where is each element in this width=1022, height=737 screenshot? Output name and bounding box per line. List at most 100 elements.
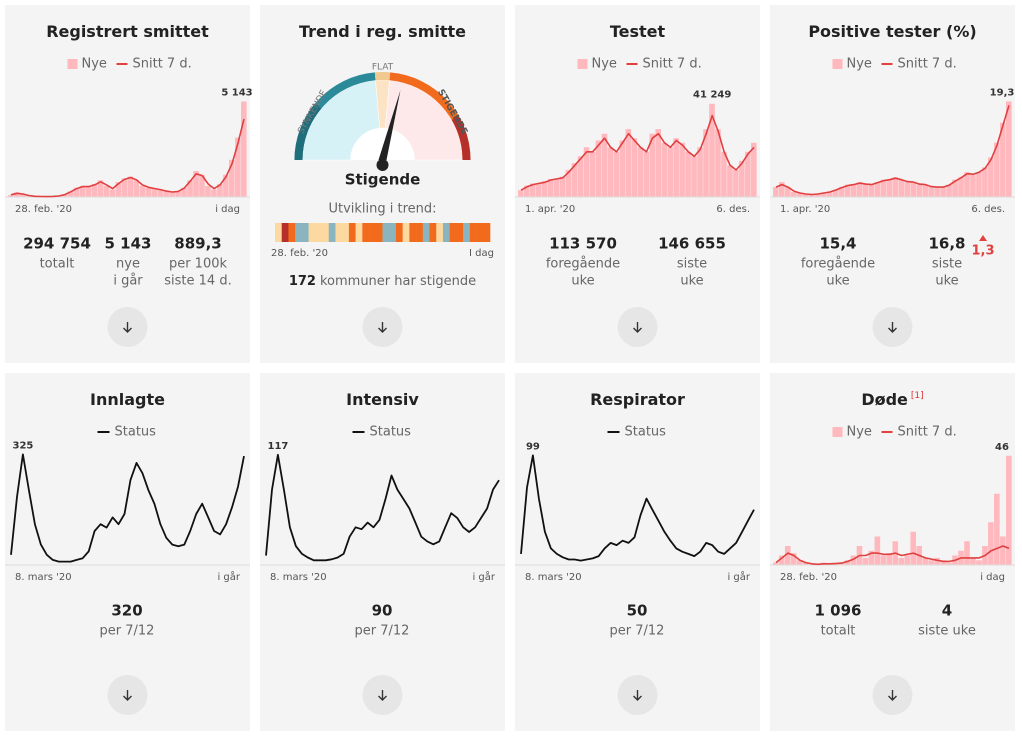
trend-segment — [469, 223, 477, 242]
bar — [127, 176, 134, 197]
bar — [934, 187, 940, 197]
stat-label: siste 14 d. — [164, 274, 231, 289]
x-axis-end: 6. des. — [971, 204, 1005, 215]
line — [265, 453, 500, 562]
bar — [808, 194, 815, 197]
stat-label: i går — [113, 274, 143, 289]
bar — [199, 174, 205, 197]
stat-value: 146 655 — [658, 235, 726, 253]
stat-label: siste uke — [918, 624, 976, 639]
bar — [946, 184, 952, 197]
bar — [796, 193, 803, 197]
bar — [211, 189, 217, 197]
bar — [826, 192, 833, 197]
bar — [697, 147, 703, 197]
x-axis-start: 8. mars '20 — [270, 572, 327, 583]
bar — [922, 184, 928, 197]
line — [520, 114, 755, 191]
bar — [784, 546, 791, 565]
title-text: Testet — [610, 22, 666, 41]
bar — [1000, 536, 1006, 565]
stat-label: siste — [932, 257, 962, 272]
stat-value: 113 570 — [549, 235, 617, 253]
title-text: Positive tester (%) — [808, 22, 976, 41]
stat-value: 320 — [111, 602, 142, 620]
bar — [814, 194, 821, 197]
stat-label: foregående — [801, 257, 875, 272]
x-axis-start: 1. apr. '20 — [525, 204, 575, 215]
bar — [577, 156, 584, 197]
stat-label: per 7/12 — [610, 624, 665, 639]
trend-segment — [275, 223, 283, 242]
stat-value: 5 143 — [105, 235, 152, 253]
bar — [982, 167, 988, 197]
bar — [778, 182, 785, 197]
bar — [715, 129, 721, 197]
bar — [589, 151, 596, 197]
legend-swatch — [67, 59, 78, 69]
title-text: Respirator — [590, 390, 685, 409]
bar — [940, 187, 946, 197]
bar — [904, 555, 911, 565]
bar — [886, 179, 893, 197]
arrow-icon — [378, 690, 387, 701]
bar — [862, 557, 869, 565]
gauge-rim — [294, 103, 322, 160]
stat-value: 90 — [372, 602, 393, 620]
gauge-flat: FLAT — [372, 63, 394, 73]
legend-label: Snitt 7 d. — [133, 57, 192, 72]
stat-label: uke — [826, 274, 849, 289]
bar — [976, 560, 982, 565]
card-title: Døde [1] — [861, 390, 923, 409]
count-value: 172 — [289, 274, 316, 289]
needle-hub — [376, 159, 389, 171]
bar — [844, 184, 851, 197]
bar — [181, 187, 187, 197]
bar — [988, 157, 994, 197]
bar — [802, 562, 809, 565]
bar — [733, 169, 739, 197]
bar — [625, 129, 632, 197]
trend-segment — [442, 223, 450, 242]
bar — [115, 182, 122, 197]
stat-value: 50 — [627, 602, 648, 620]
bar — [559, 176, 566, 197]
line — [775, 105, 1010, 196]
bar — [187, 180, 193, 197]
arrow-icon — [888, 690, 897, 701]
stat-value: 15,4 — [819, 235, 856, 253]
bar — [91, 184, 98, 197]
stat-label: uke — [571, 274, 594, 289]
bar — [637, 147, 644, 197]
trend-segment — [315, 223, 323, 242]
bar — [773, 187, 779, 197]
peak-label: 5 143 — [221, 87, 252, 98]
bar — [773, 562, 779, 565]
legend-label: Snitt 7 d. — [898, 425, 957, 440]
bar — [553, 178, 560, 197]
peak-label: 41 249 — [693, 90, 731, 101]
bar — [613, 151, 620, 197]
gauge-hub — [350, 128, 415, 160]
bar — [784, 187, 791, 197]
bar — [139, 185, 146, 197]
bar — [850, 184, 857, 197]
bar — [976, 172, 982, 197]
bar — [571, 163, 578, 197]
bar — [862, 184, 869, 197]
bar — [103, 185, 110, 197]
title-text: Intensiv — [346, 390, 419, 409]
trend-segment — [335, 223, 343, 242]
line — [775, 545, 1010, 566]
bar — [856, 182, 863, 197]
bar — [661, 142, 667, 197]
peak-label: 117 — [268, 441, 289, 452]
x-axis-end: i dag — [980, 572, 1005, 583]
title-text: Registrert smittet — [46, 22, 209, 41]
delta-value: 1,3 — [971, 244, 994, 259]
arrow-icon — [888, 322, 897, 333]
trend-segment — [301, 223, 309, 242]
trend-end: I dag — [469, 248, 494, 259]
bar — [205, 185, 211, 197]
bar — [910, 182, 916, 197]
